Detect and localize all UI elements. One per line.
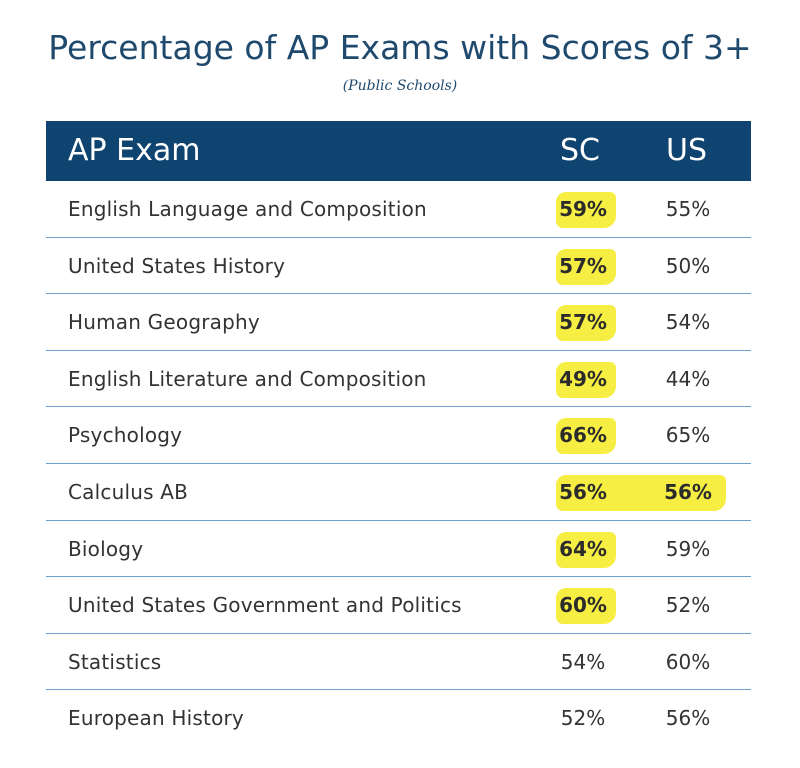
exam-name-cell: United States Government and Politics	[68, 593, 462, 618]
table-row: United States Government and Politics 60%…	[46, 577, 751, 634]
column-header-sc: SC	[560, 133, 600, 168]
table-row: English Language and Composition 59% 55%	[46, 181, 751, 238]
exam-name-cell: European History	[68, 706, 244, 731]
us-value-cell: 44%	[665, 366, 711, 391]
sc-value-cell: 57%	[559, 310, 607, 335]
sc-value-cell: 52%	[560, 706, 606, 731]
exam-name-cell: English Language and Composition	[68, 197, 427, 221]
us-value-cell: 65%	[665, 423, 711, 448]
highlight-marker	[556, 361, 616, 398]
sc-value-cell: 49%	[559, 366, 607, 391]
highlight-marker	[556, 474, 726, 511]
table-row: Calculus AB 56% 56%	[46, 464, 751, 521]
sc-value-cell: 60%	[559, 593, 607, 618]
sc-value-cell: 56%	[559, 479, 607, 504]
us-value-cell: 60%	[665, 649, 711, 674]
us-value-cell: 50%	[665, 253, 711, 278]
exam-name-cell: Psychology	[68, 423, 183, 448]
exam-name-cell: Biology	[68, 536, 144, 561]
column-header-exam: AP Exam	[68, 133, 201, 168]
exam-name-cell: Calculus AB	[68, 479, 189, 504]
highlight-marker	[556, 192, 616, 228]
table-row: Psychology 66% 65%	[46, 407, 751, 464]
exam-name-cell: Statistics	[68, 649, 162, 674]
ap-exam-table: AP Exam SC US English Language and Compo…	[46, 121, 751, 747]
chart-subtitle: (Public Schools)	[342, 78, 458, 94]
table-row: Biology 64% 59%	[46, 521, 751, 578]
sc-value-cell: 66%	[559, 423, 607, 448]
sc-value-cell: 54%	[560, 649, 606, 674]
table-row: English Literature and Composition 49% 44%	[46, 351, 751, 408]
sc-value-cell: 57%	[559, 253, 607, 278]
exam-name-cell: United States History	[68, 253, 286, 278]
us-value-cell: 56%	[664, 479, 712, 504]
exam-name-cell: Human Geography	[68, 310, 260, 335]
sc-value-cell: 59%	[559, 197, 607, 221]
highlight-marker	[556, 531, 616, 568]
us-value-cell: 52%	[665, 593, 711, 618]
highlight-marker	[556, 248, 616, 285]
us-value-cell: 55%	[665, 197, 711, 221]
table-header: AP Exam SC US	[46, 121, 751, 181]
us-value-cell: 56%	[665, 706, 711, 731]
table-row: United States History 57% 50%	[46, 238, 751, 295]
highlight-marker	[556, 588, 616, 625]
highlight-marker	[556, 305, 616, 342]
column-header-us: US	[666, 133, 708, 168]
chart-title: Percentage of AP Exams with Scores of 3+	[48, 28, 752, 67]
us-value-cell: 54%	[665, 310, 711, 335]
table-row: Human Geography 57% 54%	[46, 294, 751, 351]
table-row: European History 52% 56%	[46, 690, 751, 747]
us-value-cell: 59%	[665, 536, 711, 561]
exam-name-cell: English Literature and Composition	[68, 366, 427, 391]
highlight-marker	[556, 418, 616, 455]
sc-value-cell: 64%	[559, 536, 607, 561]
table-row: Statistics 54% 60%	[46, 634, 751, 691]
table-body: English Language and Composition 59% 55% Un…	[46, 181, 751, 747]
